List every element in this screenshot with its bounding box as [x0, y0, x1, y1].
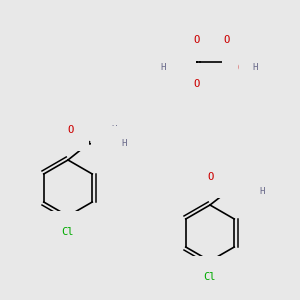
Text: O: O: [224, 35, 230, 45]
Text: H: H: [111, 125, 117, 134]
Text: O: O: [194, 35, 200, 45]
Text: H: H: [160, 64, 166, 73]
Text: H: H: [259, 187, 265, 196]
Text: H: H: [249, 172, 255, 182]
Text: Cl: Cl: [62, 227, 74, 237]
Text: Cl: Cl: [204, 272, 216, 282]
Text: N: N: [245, 184, 251, 194]
Text: H: H: [121, 140, 127, 148]
Text: H: H: [252, 64, 258, 73]
Text: O: O: [67, 125, 73, 135]
Text: O: O: [194, 79, 200, 89]
Text: O: O: [207, 172, 213, 182]
Text: O: O: [174, 63, 180, 73]
Text: N: N: [107, 137, 113, 147]
Text: O: O: [238, 63, 244, 73]
